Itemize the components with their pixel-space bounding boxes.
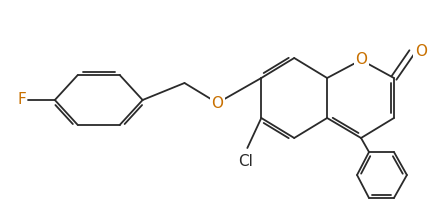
Text: O: O bbox=[212, 95, 224, 111]
Text: Cl: Cl bbox=[238, 154, 253, 169]
Text: F: F bbox=[17, 92, 26, 108]
Text: O: O bbox=[415, 44, 427, 60]
Text: O: O bbox=[355, 53, 367, 67]
